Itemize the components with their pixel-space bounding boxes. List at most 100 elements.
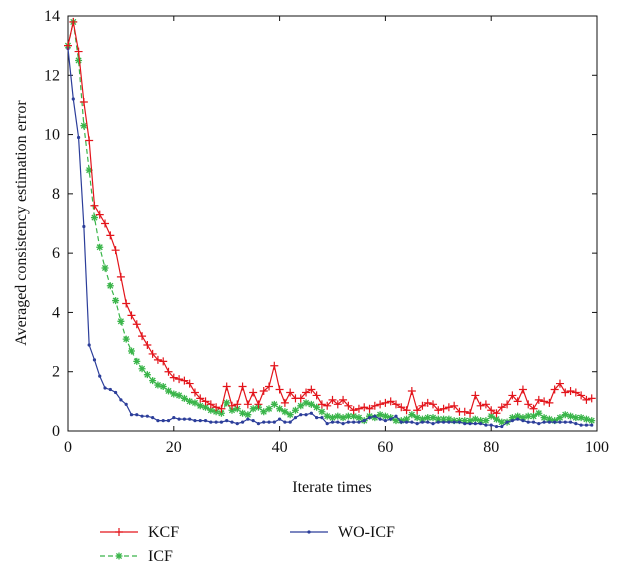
data-point xyxy=(164,367,173,376)
data-point xyxy=(296,394,305,403)
data-point xyxy=(352,420,356,424)
data-point xyxy=(71,97,75,101)
data-point xyxy=(114,390,118,395)
y-axis-title: Averaged consistency estimation error xyxy=(13,100,30,346)
data-point xyxy=(521,419,525,423)
data-point xyxy=(281,408,289,416)
y-tick-label: 2 xyxy=(52,364,60,381)
legend-label: KCF xyxy=(148,524,179,541)
data-point xyxy=(344,412,352,420)
data-point xyxy=(302,399,310,407)
data-point xyxy=(243,400,252,409)
data-point xyxy=(92,358,97,362)
data-point xyxy=(531,420,536,424)
data-point xyxy=(362,419,366,423)
data-point xyxy=(508,391,517,400)
data-point xyxy=(202,403,210,411)
data-point xyxy=(550,385,559,394)
data-point xyxy=(133,357,141,365)
data-point xyxy=(286,388,295,397)
data-point xyxy=(333,400,342,409)
data-point xyxy=(222,382,231,391)
data-point xyxy=(537,421,541,426)
data-point xyxy=(484,423,488,427)
data-point xyxy=(529,404,538,413)
data-point xyxy=(466,409,475,418)
data-point xyxy=(283,420,287,424)
data-point xyxy=(265,382,274,391)
legend-marker xyxy=(115,528,123,536)
data-point xyxy=(389,417,393,421)
x-tick-label: 40 xyxy=(272,439,288,456)
data-point xyxy=(330,420,335,424)
data-point xyxy=(166,419,171,423)
data-point xyxy=(323,401,332,410)
data-point xyxy=(577,391,586,400)
series-wo-icf xyxy=(66,47,594,429)
legend-item-kcf: KCF xyxy=(100,524,179,541)
data-point xyxy=(514,412,522,420)
data-point xyxy=(297,402,305,410)
data-point xyxy=(90,201,99,210)
data-point xyxy=(188,417,192,421)
data-point xyxy=(535,409,543,417)
series-line-wo-icf xyxy=(67,48,592,428)
data-point xyxy=(376,411,384,419)
series-kcf xyxy=(64,17,596,418)
data-point xyxy=(64,41,72,50)
data-point xyxy=(466,417,474,425)
data-point xyxy=(127,311,136,320)
data-point xyxy=(119,398,123,402)
data-point xyxy=(96,243,104,251)
data-point xyxy=(349,406,358,415)
data-point xyxy=(572,414,580,422)
data-point xyxy=(498,418,506,426)
data-point xyxy=(426,420,430,424)
data-point xyxy=(471,415,479,423)
data-point xyxy=(76,135,81,140)
y-tick-label: 10 xyxy=(44,127,60,144)
y-tick-label: 12 xyxy=(44,67,60,84)
data-point xyxy=(574,421,578,426)
data-point xyxy=(487,412,495,420)
data-point xyxy=(320,416,324,420)
data-point xyxy=(170,390,178,398)
data-point xyxy=(360,403,369,412)
data-point xyxy=(482,417,490,425)
data-point xyxy=(510,419,514,423)
data-point xyxy=(101,264,109,272)
data-point xyxy=(431,421,435,426)
data-point xyxy=(344,401,353,410)
data-point xyxy=(212,403,221,412)
data-point xyxy=(378,417,382,421)
data-point xyxy=(457,420,462,424)
data-point xyxy=(318,408,326,416)
data-point xyxy=(103,386,107,390)
data-point xyxy=(391,400,400,409)
y-tick-label: 8 xyxy=(52,186,60,203)
data-point xyxy=(313,403,321,411)
data-point xyxy=(540,397,549,406)
data-point xyxy=(386,397,395,406)
data-point xyxy=(116,272,125,281)
data-point xyxy=(299,413,303,417)
data-point xyxy=(407,386,416,395)
data-point xyxy=(336,420,340,424)
data-point xyxy=(444,403,453,412)
data-point xyxy=(317,400,326,409)
data-point xyxy=(558,420,562,424)
data-point xyxy=(441,420,446,424)
data-point xyxy=(582,395,591,404)
series-line-icf xyxy=(67,21,592,423)
series-line-kcf xyxy=(67,21,592,414)
data-point xyxy=(172,416,176,420)
y-tick-label: 4 xyxy=(52,304,60,321)
data-point xyxy=(408,411,416,419)
data-point xyxy=(577,414,585,422)
data-point xyxy=(553,420,557,424)
data-point xyxy=(329,414,336,422)
data-point xyxy=(350,412,358,420)
legend-label: WO-ICF xyxy=(338,524,395,541)
data-point xyxy=(418,401,427,410)
data-point xyxy=(492,409,501,418)
